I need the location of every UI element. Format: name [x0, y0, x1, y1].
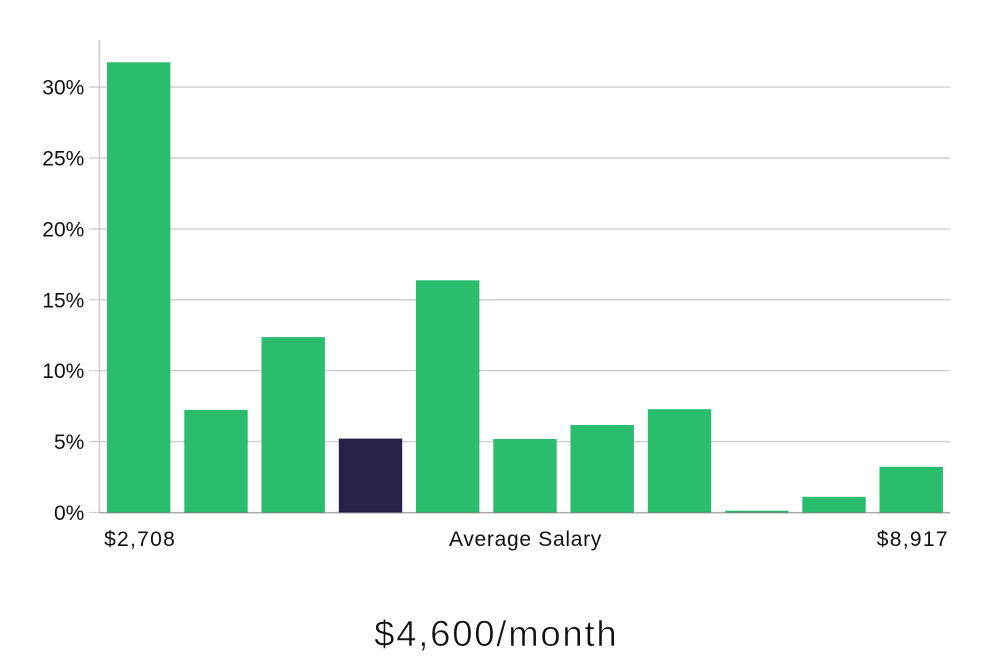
svg-text:30%: 30%: [42, 77, 84, 100]
svg-text:10%: 10%: [42, 360, 84, 383]
svg-text:5%: 5%: [54, 431, 84, 454]
svg-text:20%: 20%: [42, 218, 84, 241]
svg-text:15%: 15%: [42, 289, 84, 312]
svg-text:Average Salary: Average Salary: [449, 528, 602, 551]
svg-text:25%: 25%: [42, 148, 84, 171]
svg-text:$4,600/month: $4,600/month: [374, 613, 618, 654]
svg-text:$8,917: $8,917: [877, 528, 949, 551]
svg-text:$2,708: $2,708: [104, 528, 176, 551]
svg-text:0%: 0%: [54, 502, 84, 525]
